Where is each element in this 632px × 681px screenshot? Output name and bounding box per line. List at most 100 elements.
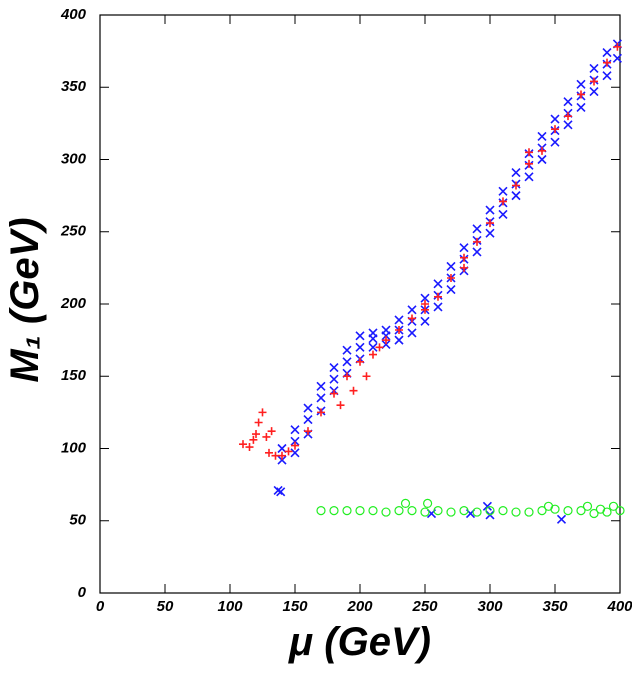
point <box>421 300 429 308</box>
point <box>284 447 293 456</box>
point <box>375 343 384 352</box>
point <box>291 441 299 450</box>
y-tick-label: 200 <box>60 295 87 312</box>
point <box>343 372 351 381</box>
point <box>473 237 481 246</box>
x-tick-label: 300 <box>477 598 503 615</box>
point <box>498 186 508 196</box>
point <box>524 507 534 517</box>
point <box>482 501 492 511</box>
point <box>550 114 560 124</box>
point <box>563 97 573 107</box>
point <box>576 506 586 516</box>
point <box>249 435 258 444</box>
point <box>434 292 442 301</box>
point <box>290 448 300 458</box>
point <box>577 90 585 99</box>
point <box>420 316 430 326</box>
point <box>602 71 612 81</box>
point <box>407 506 417 516</box>
point <box>446 261 456 271</box>
point <box>329 506 339 516</box>
point <box>499 197 507 206</box>
y-tick-label: 300 <box>61 150 87 167</box>
point <box>472 247 482 257</box>
point <box>551 125 559 134</box>
point <box>446 507 456 517</box>
point <box>512 181 520 190</box>
point <box>602 48 612 58</box>
y-tick-label: 350 <box>61 78 87 95</box>
point <box>395 326 403 335</box>
point <box>278 451 286 460</box>
point <box>381 507 391 517</box>
point <box>603 58 611 67</box>
y-tick-label: 0 <box>78 584 87 601</box>
point <box>355 331 365 341</box>
x-tick-label: 150 <box>282 598 308 615</box>
point <box>317 408 325 417</box>
x-tick-label: 400 <box>606 598 632 615</box>
point <box>400 498 411 509</box>
point <box>524 172 534 182</box>
point <box>368 328 378 338</box>
x-tick-label: 350 <box>542 598 568 615</box>
point <box>394 335 404 345</box>
point <box>525 159 533 168</box>
y-tick-label: 100 <box>61 439 87 456</box>
point <box>342 357 352 367</box>
x-tick-label: 250 <box>411 598 438 615</box>
point <box>498 506 508 516</box>
point <box>550 504 560 514</box>
x-tick-label: 100 <box>217 598 243 615</box>
point <box>525 148 533 157</box>
point <box>563 120 573 130</box>
y-tick-label: 50 <box>69 512 86 529</box>
point <box>355 342 365 352</box>
point <box>362 372 371 381</box>
point <box>582 501 593 511</box>
point <box>498 209 508 219</box>
point <box>447 273 455 282</box>
x-axis-label: μ (GeV) <box>288 620 431 664</box>
point <box>368 342 378 352</box>
point <box>342 506 352 516</box>
point <box>589 508 599 519</box>
point <box>252 430 260 439</box>
y-tick-label: 250 <box>60 223 87 240</box>
point <box>303 403 313 413</box>
point <box>511 167 521 178</box>
point <box>486 219 494 228</box>
point <box>485 205 495 215</box>
point <box>290 436 300 446</box>
point <box>589 63 599 74</box>
point <box>590 77 598 86</box>
point <box>608 501 619 511</box>
point <box>459 243 469 253</box>
point <box>615 506 625 516</box>
point <box>356 357 364 366</box>
point <box>368 506 378 516</box>
point <box>423 498 433 509</box>
point <box>273 485 283 495</box>
point <box>420 293 430 303</box>
point <box>277 455 287 465</box>
point <box>262 432 271 441</box>
point <box>511 191 521 201</box>
point <box>407 305 417 315</box>
point <box>459 506 469 516</box>
y-tick-label: 150 <box>61 367 87 384</box>
point <box>276 487 286 497</box>
y-axis-label: M₁ (GeV) <box>3 217 47 382</box>
point <box>369 350 377 359</box>
point <box>349 386 358 395</box>
point <box>254 418 263 427</box>
point <box>485 506 495 516</box>
point <box>550 137 560 147</box>
point <box>537 131 547 141</box>
point <box>329 363 339 373</box>
point <box>316 506 326 516</box>
point <box>576 102 586 113</box>
point <box>472 507 482 517</box>
